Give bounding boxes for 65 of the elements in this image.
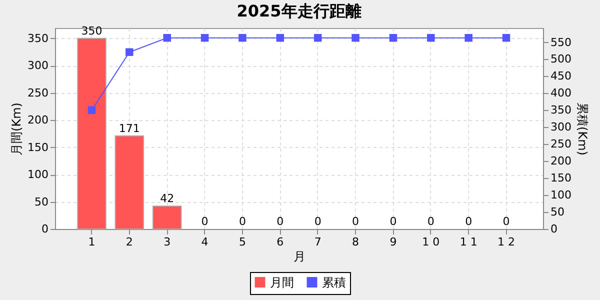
x-tick-label: 5 [238, 236, 246, 248]
point [314, 34, 322, 42]
y2-tick-label: 300 [550, 120, 572, 134]
y-tick-label: 0 [42, 222, 48, 236]
data-label: 0 [390, 215, 397, 228]
y-tick-label: 350 [28, 32, 48, 45]
y2-tick-label: 350 [550, 104, 572, 117]
y2-tick-label: 550 [550, 36, 572, 49]
data-label: 0 [238, 215, 246, 228]
x-tick-label: 9 [390, 236, 397, 248]
x-tick-label: 1 2 [498, 236, 516, 248]
y2-tick-label: 50 [550, 206, 564, 219]
x-tick-label: 7 [314, 236, 322, 248]
point [126, 48, 134, 56]
y-tick-label: 250 [28, 86, 48, 100]
point [238, 34, 246, 42]
y2-tick-label: 450 [550, 70, 572, 83]
y2-tick-label: 0 [550, 222, 558, 236]
x-tick-label: 3 [164, 236, 171, 248]
legend-label: 月間 [270, 275, 294, 290]
x-tick-label: 1 1 [460, 236, 478, 248]
x-tick-label: 8 [352, 236, 360, 248]
data-label: 0 [502, 215, 510, 228]
y-tick-label: 50 [34, 195, 48, 208]
x-tick-label: 1 0 [422, 236, 440, 248]
data-label: 0 [465, 215, 472, 228]
y2-tick-label: 500 [550, 52, 572, 66]
data-label: 0 [427, 215, 434, 228]
data-label: 350 [81, 24, 102, 38]
y2-tick-label: 150 [550, 172, 572, 185]
y2-tick-label: 200 [550, 154, 572, 168]
chart-title: 2025年走行距離 [236, 1, 362, 20]
point [200, 34, 209, 42]
point [427, 34, 435, 42]
data-label: 171 [118, 122, 140, 135]
bar [114, 135, 144, 230]
legend-label: 累積 [322, 275, 346, 290]
y-tick-label: 100 [28, 168, 48, 182]
point [276, 34, 284, 42]
x-tick-label: 6 [276, 236, 284, 248]
y-tick-label: 200 [28, 114, 48, 127]
y2-axis-title: 累積(Km) [575, 102, 590, 156]
point [464, 34, 472, 42]
data-label: 42 [160, 192, 174, 206]
data-label: 0 [352, 215, 360, 228]
data-label: 0 [314, 215, 322, 228]
y-tick-label: 150 [28, 140, 48, 154]
bar [77, 38, 106, 230]
x-axis-title: 月 [294, 250, 306, 264]
bar [152, 206, 182, 230]
x-tick-label: 4 [201, 236, 208, 248]
point [502, 34, 510, 42]
y2-tick-label: 400 [550, 86, 572, 100]
x-tick-label: 1 [88, 236, 96, 248]
y2-tick-label: 250 [550, 138, 572, 151]
point [88, 106, 96, 114]
y-axis-title: 月間(Km) [10, 102, 24, 156]
y-tick-label: 300 [28, 59, 48, 72]
x-tick-label: 2 [126, 236, 133, 248]
point [352, 34, 360, 42]
data-label: 0 [276, 215, 284, 228]
data-label: 0 [201, 215, 208, 228]
point [163, 34, 171, 42]
point [389, 34, 398, 42]
y2-tick-label: 100 [550, 188, 572, 202]
